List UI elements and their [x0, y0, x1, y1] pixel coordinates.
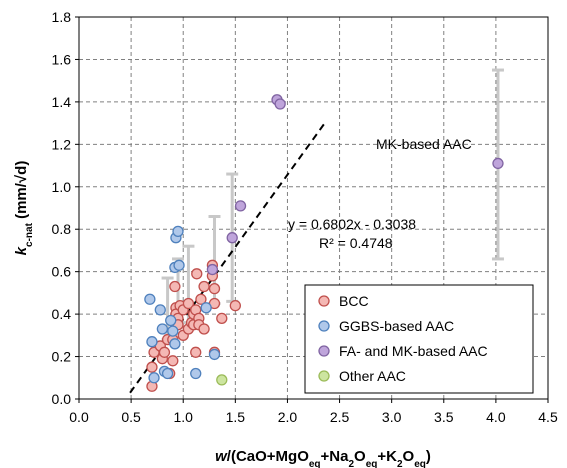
data-point: [144, 293, 156, 305]
x-tick-label: 2.0: [278, 409, 298, 425]
y-tick-label: 1.2: [52, 136, 72, 152]
legend-label: BCC: [339, 293, 369, 309]
legend-marker: [318, 345, 330, 357]
data-point: [208, 282, 221, 295]
legend-marker: [318, 370, 330, 382]
legend-label: FA- and MK-based AAC: [339, 343, 488, 359]
x-tick-label: 3.5: [434, 409, 454, 425]
data-point: [226, 232, 238, 244]
data-point: [156, 323, 169, 335]
y-axis-ticks: 0.0 0.2 0.4 0.6 0.8 1.0 1.2 1.4 1.6 1.8: [52, 9, 79, 407]
data-point: [200, 302, 212, 314]
data-point: [167, 355, 179, 367]
data-point: [172, 225, 184, 237]
data-point: [191, 268, 203, 280]
y-tick-label: 0.0: [52, 391, 72, 407]
data-point: [146, 361, 158, 373]
data-point: [165, 314, 177, 327]
data-point: [216, 312, 228, 325]
y-tick-label: 1.8: [52, 9, 72, 25]
legend-marker: [318, 320, 330, 332]
x-tick-label: 2.5: [330, 409, 350, 425]
data-point: [154, 304, 166, 316]
data-point: [173, 259, 185, 271]
trendline-group: [129, 122, 326, 394]
data-point: [208, 348, 221, 361]
trendline: [129, 122, 326, 394]
trendline-equation: y = 0.6802x - 0.3038: [288, 216, 416, 232]
x-tick-label: 0.0: [69, 409, 89, 425]
data-point: [195, 293, 207, 305]
data-point: [167, 325, 179, 337]
y-tick-label: 1.6: [52, 51, 72, 67]
data-point: [190, 367, 202, 380]
legend-marker: [318, 295, 330, 307]
series-1: [144, 225, 221, 384]
data-point: [148, 372, 160, 384]
y-tick-label: 0.6: [52, 264, 72, 280]
data-point: [216, 374, 228, 386]
data-point: [234, 200, 247, 212]
legend-label: GGBS-based AAC: [339, 318, 454, 334]
x-tick-label: 0.5: [121, 409, 141, 425]
x-axis-ticks: 0.0 0.5 1.0 1.5 2.0 2.5 3.0 3.5 4.0 4.5: [69, 399, 558, 425]
y-tick-label: 0.2: [52, 349, 72, 365]
data-point: [169, 280, 181, 293]
y-tick-label: 0.4: [52, 306, 72, 322]
y-axis-title: kc-nat (mm/√d): [13, 161, 35, 256]
data-point: [190, 346, 202, 358]
x-tick-label: 4.0: [486, 409, 506, 425]
plot-frame: [78, 16, 549, 400]
x-axis-title: w/(CaO+MgOeq+Na2Oeq+K2Oeq): [215, 448, 431, 468]
data-points: [144, 94, 504, 392]
legend-label: Other AAC: [339, 368, 406, 384]
y-tick-label: 0.8: [52, 221, 72, 237]
trendline-r2: R² = 0.4748: [319, 235, 393, 251]
x-tick-label: 1.0: [173, 409, 193, 425]
series-2: [206, 94, 504, 276]
annotation-mk-based-aac: MK-based AAC: [376, 136, 472, 152]
series-3: [216, 374, 228, 386]
legend-box: [304, 284, 534, 394]
x-tick-label: 3.0: [382, 409, 402, 425]
y-tick-label: 1.4: [52, 94, 72, 110]
x-tick-label: 4.5: [538, 409, 558, 425]
y-tick-label: 1.0: [52, 179, 72, 195]
data-point: [198, 280, 210, 293]
data-point: [169, 338, 181, 350]
data-point: [206, 263, 219, 276]
data-point: [198, 323, 210, 335]
data-point: [492, 157, 504, 170]
legend: BCC GGBS-based AAC FA- and MK-based AAC Oth…: [304, 284, 534, 394]
data-point: [146, 336, 158, 348]
x-tick-label: 1.5: [226, 409, 246, 425]
data-point: [274, 98, 286, 110]
data-point: [182, 297, 195, 310]
data-point: [161, 367, 174, 380]
data-point: [229, 299, 241, 312]
grid-lines: [79, 17, 548, 399]
data-point: [158, 346, 171, 358]
